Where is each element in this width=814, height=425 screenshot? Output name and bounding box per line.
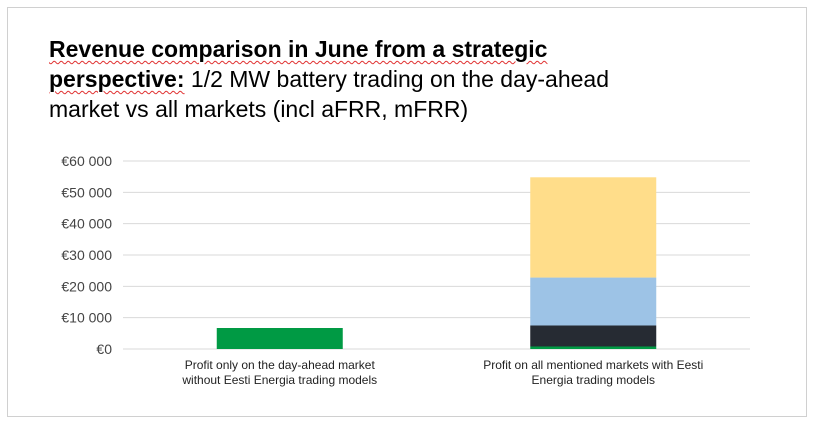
y-tick-label: €40 000	[61, 216, 112, 232]
y-axis-ticks: €0 €10 000 €20 000 €30 000 €40 000 €50 000 €60…	[61, 153, 112, 357]
title-bold-line-2: perspective:	[49, 66, 185, 92]
title-line-3: market vs all markets (incl aFRR, mFRR)	[49, 96, 469, 122]
bar-segment	[530, 346, 657, 349]
x-category-label: Profit on all mentioned markets with Ees…	[463, 358, 723, 388]
y-tick-label: €20 000	[61, 278, 112, 294]
y-tick-label: €30 000	[61, 247, 112, 263]
y-tick-label: €60 000	[61, 153, 112, 169]
bar-segment	[530, 177, 657, 278]
title-rest-line-2: 1/2 MW battery trading on the day-ahead	[190, 66, 609, 92]
title-bold-line-1: Revenue comparison in June from a strate…	[49, 36, 548, 62]
chart-title: Revenue comparison in June from a strate…	[49, 34, 749, 124]
title-line-2: perspective: 1/2 MW battery trading on t…	[49, 64, 749, 94]
y-tick-label: €10 000	[61, 310, 112, 326]
bar-segment	[530, 277, 657, 326]
bar-segment	[216, 328, 343, 349]
x-category-label-line: Energia trading models	[531, 373, 655, 387]
x-category-label-line: Profit on all mentioned markets with Ees…	[483, 358, 704, 372]
y-tick-label: €50 000	[61, 184, 112, 200]
y-tick-label: €0	[96, 341, 112, 357]
x-category-label-line: Profit only on the day-ahead market	[184, 358, 375, 372]
x-category-label: Profit only on the day-ahead market witho…	[150, 358, 410, 388]
bar-segment	[530, 325, 657, 347]
x-category-label-line: without Eesti Energia trading models	[182, 373, 378, 387]
bars	[216, 177, 657, 349]
title-line-1: Revenue comparison in June from a strate…	[49, 34, 749, 64]
